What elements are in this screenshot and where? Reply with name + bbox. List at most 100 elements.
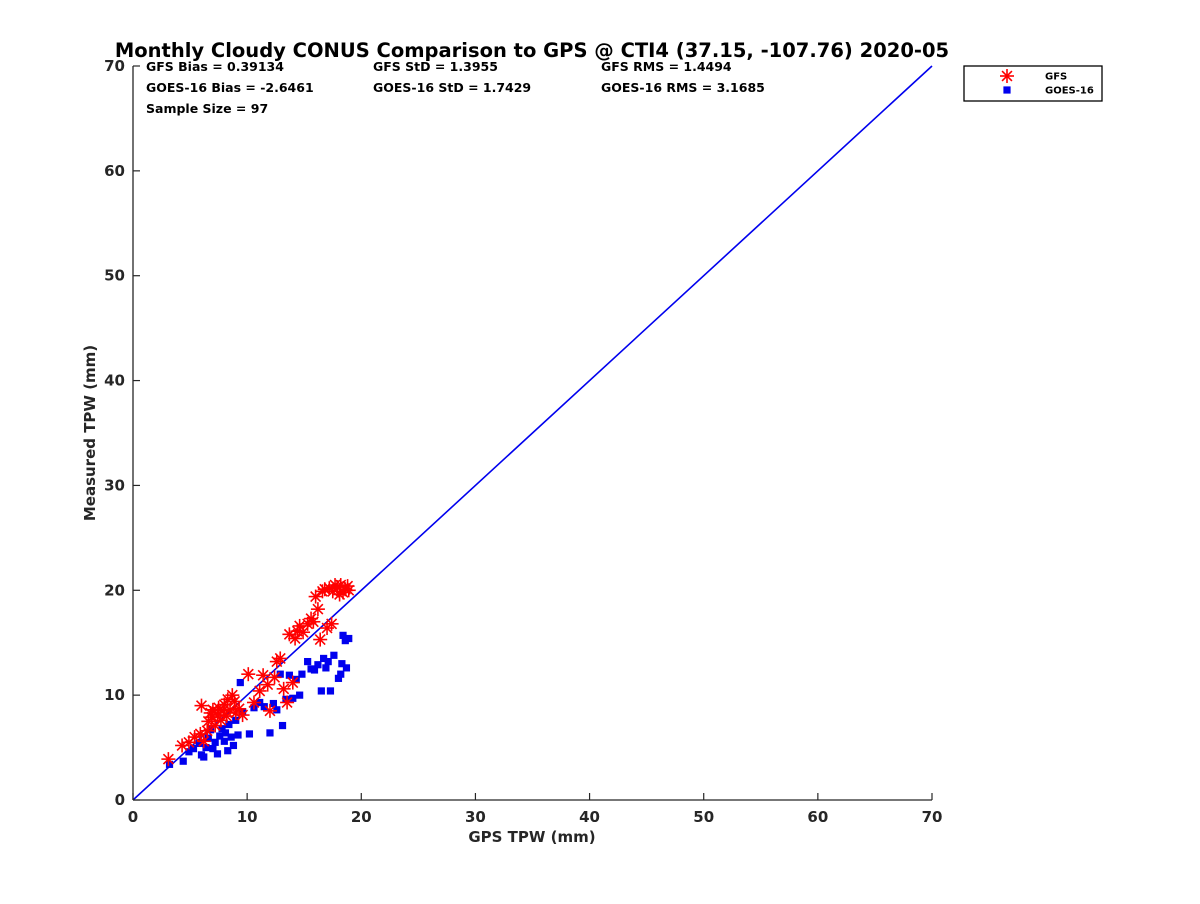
data-point-goes16 <box>245 730 254 738</box>
y-axis-label: Measured TPW (mm) <box>81 345 99 521</box>
stat-annotation: GOES-16 StD = 1.7429 <box>373 80 531 95</box>
data-point-goes16 <box>218 725 226 733</box>
data-point-gfs <box>196 734 211 749</box>
legend: GFS GOES-16 <box>963 65 1103 102</box>
data-point-gfs <box>252 683 267 698</box>
data-point-gfs <box>246 695 261 710</box>
x-axis-label: GPS TPW (mm) <box>468 828 595 846</box>
stat-annotation: GFS RMS = 1.4494 <box>601 59 732 74</box>
data-point-goes16 <box>204 734 212 742</box>
x-tick-label: 60 <box>807 808 828 826</box>
data-point-goes16 <box>232 716 240 724</box>
data-point-goes16 <box>296 691 304 699</box>
data-point-goes16 <box>260 703 268 711</box>
data-point-gfs <box>260 677 275 692</box>
axes-layer: 0 10 20 30 40 50 60 70 0 10 20 30 40 50 60 70 <box>104 57 942 826</box>
data-point-goes16 <box>209 745 217 753</box>
data-point-goes16 <box>227 733 235 741</box>
data-point-gfs <box>313 632 328 647</box>
series-goes-16 <box>165 631 353 768</box>
data-point-goes16 <box>202 743 210 752</box>
data-point-goes16 <box>334 674 343 682</box>
data-point-gfs <box>285 675 300 690</box>
y-tick-label: 60 <box>104 162 125 180</box>
data-point-goes16 <box>236 678 244 687</box>
data-point-goes16 <box>225 720 233 729</box>
plot-area: 0 10 20 30 40 50 60 70 0 10 20 30 40 50 60 70 GFS Bias … <box>104 57 942 826</box>
data-point-gfs <box>267 670 282 685</box>
x-tick-label: 10 <box>237 808 258 826</box>
data-point-goes16 <box>189 745 198 753</box>
data-point-goes16 <box>185 748 193 756</box>
data-point-goes16 <box>342 664 351 672</box>
chart-title: Monthly Cloudy CONUS Comparison to GPS @… <box>115 39 949 62</box>
data-point-goes16 <box>220 737 228 745</box>
y-tick-label: 40 <box>104 372 125 390</box>
data-point-goes16 <box>216 732 224 740</box>
data-point-goes16 <box>322 664 330 672</box>
stat-annotation: GFS Bias = 0.39134 <box>146 59 284 74</box>
legend-marker-goes16 <box>1003 86 1011 94</box>
stat-annotation: GOES-16 RMS = 3.1685 <box>601 80 765 95</box>
data-point-gfs <box>341 583 356 598</box>
data-point-goes16 <box>165 760 174 768</box>
data-point-goes16 <box>234 731 242 739</box>
y-tick-label: 70 <box>104 57 125 75</box>
data-point-goes16 <box>179 757 187 765</box>
y-tick-label: 30 <box>104 476 125 494</box>
data-point-goes16 <box>304 657 312 666</box>
data-point-goes16 <box>330 651 338 659</box>
data-point-gfs <box>161 752 176 767</box>
stat-annotation: GFS StD = 1.3955 <box>373 59 498 74</box>
data-point-gfs <box>235 708 250 723</box>
data-point-goes16 <box>345 634 353 643</box>
legend-label: GFS <box>1045 72 1067 83</box>
x-tick-label: 30 <box>465 808 486 826</box>
y-tick-label: 50 <box>104 267 125 285</box>
data-point-goes16 <box>320 654 328 663</box>
data-point-gfs <box>324 616 339 631</box>
x-tick-label: 70 <box>922 808 943 826</box>
data-point-gfs <box>232 701 247 716</box>
data-point-goes16 <box>200 753 208 761</box>
data-point-gfs <box>273 651 288 666</box>
y-tick-label: 20 <box>104 581 125 599</box>
x-tick-label: 40 <box>579 808 600 826</box>
data-point-gfs <box>200 723 215 738</box>
data-point-goes16 <box>282 695 290 703</box>
x-tick-label: 50 <box>693 808 714 826</box>
data-point-gfs <box>276 681 291 696</box>
data-point-goes16 <box>337 670 345 678</box>
data-point-gfs <box>227 694 242 709</box>
data-point-goes16 <box>195 739 203 747</box>
data-point-gfs <box>208 718 223 733</box>
stat-annotation: GOES-16 Bias = -2.6461 <box>146 80 314 95</box>
data-point-goes16 <box>266 729 274 737</box>
data-point-goes16 <box>229 741 238 750</box>
stat-annotation: Sample Size = 97 <box>146 101 268 116</box>
data-point-gfs <box>310 602 325 617</box>
data-point-goes16 <box>310 666 319 674</box>
x-tick-label: 0 <box>128 808 138 826</box>
data-point-goes16 <box>339 631 347 639</box>
stats-layer: GFS Bias = 0.39134 GFS StD = 1.3955 GFS RM… <box>146 59 765 116</box>
legend-label: GOES-16 <box>1045 86 1094 97</box>
data-point-gfs <box>306 614 321 629</box>
data-point-goes16 <box>213 750 222 758</box>
data-point-goes16 <box>314 661 322 669</box>
legend-marker-gfs <box>1000 69 1014 83</box>
data-point-goes16 <box>276 670 284 678</box>
data-point-gfs <box>241 667 256 682</box>
data-point-goes16 <box>211 738 219 746</box>
data-point-goes16 <box>326 687 335 695</box>
data-point-gfs <box>194 698 209 713</box>
series-layer <box>161 578 356 768</box>
data-point-goes16 <box>285 671 293 679</box>
data-point-goes16 <box>278 721 287 730</box>
data-point-goes16 <box>273 706 281 714</box>
y-tick-label: 0 <box>115 791 125 809</box>
legend-box <box>963 65 1103 102</box>
data-point-goes16 <box>317 687 325 695</box>
